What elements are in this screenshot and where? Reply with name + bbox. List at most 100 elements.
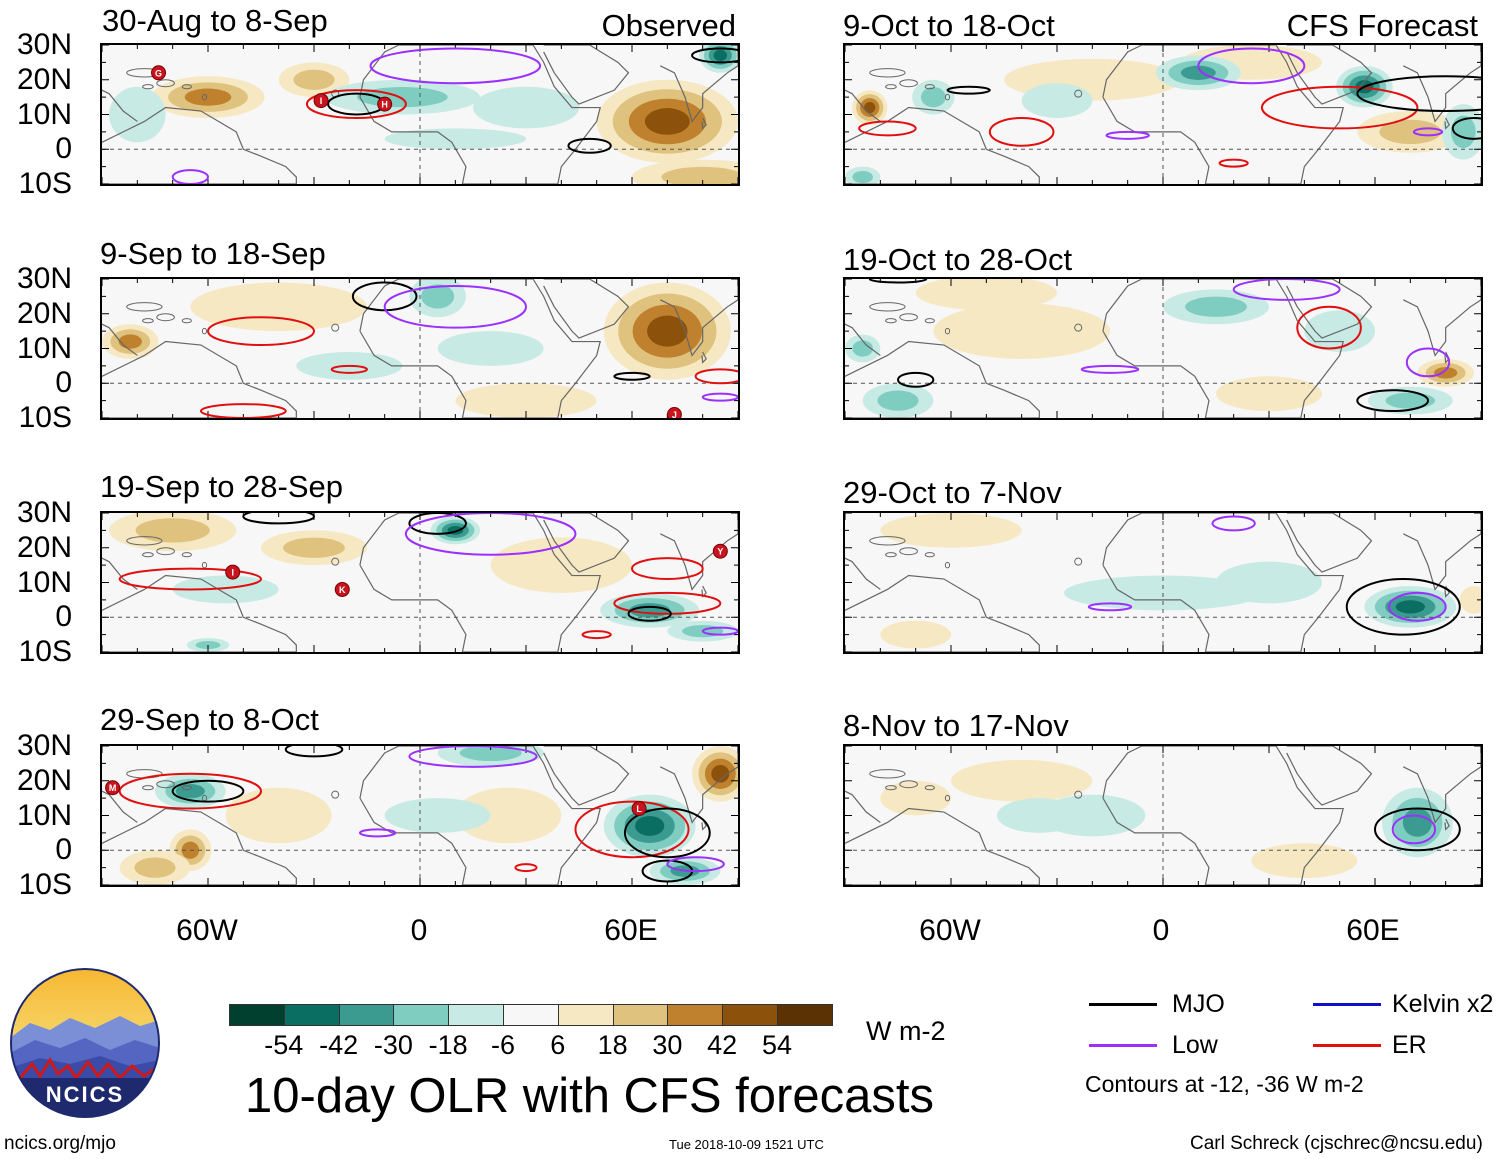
y-tick-label: 20N <box>16 530 72 564</box>
olr-anomaly-region <box>920 86 946 108</box>
contour-low <box>1388 591 1447 622</box>
olr-anomaly-region <box>864 102 876 114</box>
y-tick-label: 0 <box>55 600 72 634</box>
colorbar-swatch <box>612 1004 669 1026</box>
footer-url[interactable]: ncics.org/mjo <box>4 1133 116 1154</box>
coastline <box>1286 513 1373 573</box>
contour-er <box>118 567 262 591</box>
olr-anomaly-region <box>283 537 345 558</box>
island-outline <box>156 313 175 322</box>
island-outline <box>126 536 163 546</box>
island-outline <box>924 785 935 791</box>
olr-anomaly-region <box>1216 561 1322 604</box>
olr-anomaly-region <box>877 390 919 411</box>
coastline <box>845 279 881 356</box>
tropical-storm-marker: I <box>313 93 329 109</box>
olr-map-panel: I K Y <box>100 511 740 654</box>
island-outline <box>142 785 154 791</box>
tropical-storm-marker: G <box>151 65 167 81</box>
coastline <box>102 574 297 652</box>
coastline <box>845 513 881 590</box>
x-tick-label: 60E <box>604 914 658 947</box>
colorbar-swatch <box>229 1004 285 1026</box>
y-tick-label: 10N <box>16 798 72 832</box>
olr-anomaly-region <box>118 334 142 349</box>
panel-plot <box>845 513 1481 652</box>
tropical-storm-marker: L <box>631 801 647 817</box>
x-tick-label: 60W <box>919 914 981 947</box>
coastline <box>543 279 630 339</box>
contour-mjo <box>408 513 467 535</box>
contour-mjo <box>1356 75 1481 113</box>
island-outline <box>1074 557 1083 566</box>
olr-anomaly-region <box>184 88 232 106</box>
y-tick-label: 10S <box>18 635 72 668</box>
panel-title: 9-Oct to 18-Oct <box>843 8 1055 43</box>
contour-mjo <box>284 746 344 758</box>
contour-er <box>631 557 704 581</box>
contour-mjo <box>1345 578 1461 636</box>
legend-note: Contours at -12, -36 W m-2 <box>1085 1071 1364 1097</box>
legend-mjo-label: MJO <box>1172 990 1225 1018</box>
contour-low <box>369 47 542 85</box>
contour-low <box>1080 364 1140 374</box>
coastline <box>359 45 601 184</box>
island-outline <box>201 327 208 335</box>
coastline <box>701 818 707 831</box>
contour-er <box>613 591 722 615</box>
panel-title: 30-Aug to 8-Sep <box>102 3 328 38</box>
olr-anomaly-region <box>473 86 579 129</box>
colorbar-units: W m-2 <box>866 1016 946 1046</box>
coastline <box>1403 279 1481 357</box>
olr-anomaly-region <box>437 331 544 366</box>
contour-mjo <box>946 85 991 95</box>
island-outline <box>201 93 208 101</box>
olr-anomaly-region <box>880 513 1022 548</box>
coastline <box>845 807 1040 885</box>
tropical-storm-marker: I <box>225 564 241 580</box>
tropical-storm-marker: J <box>666 407 682 418</box>
contour-mjo <box>691 47 738 64</box>
panel-title: 19-Oct to 28-Oct <box>843 242 1073 277</box>
coastline <box>845 340 1040 418</box>
contour-mjo <box>868 279 928 284</box>
island-outline <box>885 318 897 324</box>
coastline <box>845 45 881 122</box>
y-tick-label: 0 <box>55 366 72 400</box>
island-outline <box>944 794 951 802</box>
olr-anomaly-region <box>1185 296 1247 317</box>
storm-label: I <box>320 96 323 106</box>
contour-er <box>118 772 262 810</box>
contour-low <box>1405 347 1451 378</box>
colorbar-label: -30 <box>373 1030 413 1060</box>
panel-plot <box>845 279 1481 418</box>
contour-low <box>1105 130 1150 140</box>
olr-anomaly-region <box>951 759 1093 802</box>
olr-map-panel <box>843 511 1483 654</box>
island-outline <box>1074 790 1083 799</box>
olr-map-panel: G I H <box>100 43 740 186</box>
coastline <box>1286 746 1373 806</box>
contour-low <box>1412 127 1444 137</box>
coastline <box>1403 513 1481 591</box>
olr-anomaly-region <box>134 857 176 878</box>
olr-map-panel: J <box>100 277 740 420</box>
contour-low <box>1211 515 1256 532</box>
contour-mjo <box>897 371 935 388</box>
logo-text: NCICS <box>45 1082 125 1107</box>
contour-er <box>330 364 368 374</box>
olr-anomaly-region <box>1395 600 1425 614</box>
olr-anomaly-region <box>1385 392 1436 409</box>
storm-label: J <box>672 410 677 418</box>
coastline <box>660 279 738 357</box>
contour-er <box>207 316 315 347</box>
olr-anomaly-region <box>135 518 210 543</box>
panel-plot: J <box>102 279 738 418</box>
island-outline <box>201 561 208 569</box>
island-outline <box>142 552 154 558</box>
olr-anomaly-region <box>1459 585 1481 614</box>
legend-low-line <box>1089 1044 1157 1047</box>
olr-map-panel <box>843 277 1483 420</box>
colorbar-label: 42 <box>707 1030 738 1060</box>
